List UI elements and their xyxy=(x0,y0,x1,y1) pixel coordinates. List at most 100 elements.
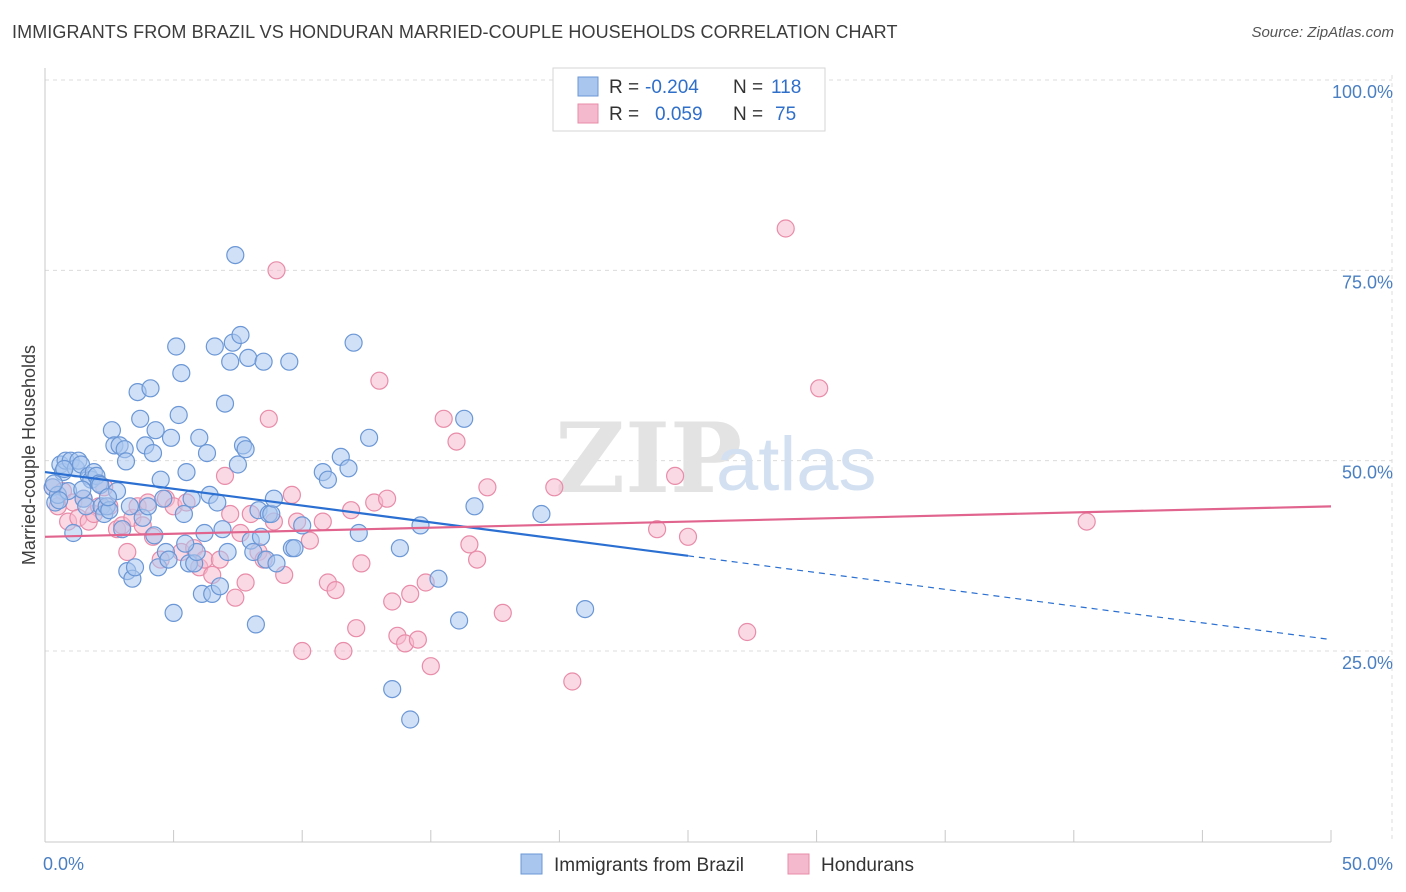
point-hondurans xyxy=(434,409,453,428)
x-tick-label-max: 50.0% xyxy=(1342,854,1393,874)
chart-title: IMMIGRANTS FROM BRAZIL VS HONDURAN MARRI… xyxy=(12,22,898,42)
legend-n-value-pink: 75 xyxy=(775,104,796,125)
point-hondurans xyxy=(226,588,245,607)
point-hondurans xyxy=(378,489,397,508)
point-brazil xyxy=(141,379,160,398)
trend-lines xyxy=(44,470,1332,641)
point-brazil xyxy=(532,504,551,524)
point-brazil xyxy=(176,534,195,553)
point-brazil xyxy=(167,337,186,356)
legend-r-label-blue: R = xyxy=(609,77,639,98)
legend-swatch-blue xyxy=(577,76,599,97)
point-brazil xyxy=(146,421,165,440)
legend-n-value-blue: 118 xyxy=(771,77,801,98)
point-hondurans xyxy=(665,466,685,485)
point-brazil xyxy=(213,520,232,539)
point-hondurans xyxy=(267,261,286,280)
series-legend-swatch-hondurans xyxy=(787,853,810,875)
point-hondurans xyxy=(678,527,698,546)
legend-n-label-pink: N = xyxy=(733,104,763,125)
point-hondurans xyxy=(447,432,466,451)
point-hondurans xyxy=(647,520,667,539)
point-hondurans xyxy=(1077,512,1096,531)
watermark-zip: ZIP xyxy=(555,402,742,515)
point-hondurans xyxy=(118,542,137,562)
point-hondurans xyxy=(738,622,757,642)
point-brazil xyxy=(169,405,188,425)
series-legend-label-hondurans: Hondurans xyxy=(821,855,914,876)
axes xyxy=(44,68,1332,843)
y-tick-label: 25.0% xyxy=(1342,653,1393,673)
point-brazil xyxy=(210,577,229,596)
point-brazil xyxy=(236,440,255,459)
point-brazil xyxy=(159,550,178,569)
point-brazil xyxy=(239,348,258,367)
point-brazil xyxy=(254,352,273,371)
y-tick-label: 100.0% xyxy=(1332,82,1393,102)
point-brazil xyxy=(575,599,595,619)
point-brazil xyxy=(280,352,299,371)
y-axis-label: Married-couple Households xyxy=(19,345,39,565)
point-brazil xyxy=(267,554,286,573)
point-hondurans xyxy=(370,371,389,390)
point-hondurans xyxy=(259,409,278,428)
point-brazil xyxy=(190,428,209,447)
legend-n-label-blue: N = xyxy=(733,77,763,98)
point-brazil xyxy=(339,459,358,478)
point-brazil xyxy=(49,491,69,510)
point-hondurans xyxy=(776,219,795,238)
point-hondurans xyxy=(326,580,345,600)
legend-r-label-pink: R = xyxy=(609,104,639,125)
point-brazil xyxy=(226,246,245,265)
point-hondurans xyxy=(236,573,255,592)
point-brazil xyxy=(221,352,240,371)
point-brazil xyxy=(174,504,193,524)
point-brazil xyxy=(465,497,484,516)
x-tick-label-min: 0.0% xyxy=(43,854,84,874)
point-hondurans xyxy=(352,554,371,573)
point-hondurans xyxy=(401,584,420,604)
point-brazil xyxy=(177,463,196,482)
y-tick-labels: 25.0% 50.0% 75.0% 100.0% xyxy=(1332,82,1393,673)
point-brazil xyxy=(264,489,283,508)
point-brazil xyxy=(125,558,145,577)
point-brazil xyxy=(383,679,402,699)
point-hondurans xyxy=(421,657,440,676)
point-brazil xyxy=(143,444,163,463)
point-brazil xyxy=(344,333,363,352)
point-brazil xyxy=(138,497,157,516)
point-hondurans xyxy=(383,592,402,611)
point-brazil xyxy=(102,421,122,440)
point-brazil xyxy=(401,710,420,729)
y-tick-label: 75.0% xyxy=(1342,272,1393,292)
point-hondurans xyxy=(313,512,332,531)
x-tick-labels: 0.0% 50.0% xyxy=(43,854,1393,874)
point-brazil xyxy=(98,488,118,507)
point-hondurans xyxy=(810,379,829,398)
point-hondurans xyxy=(478,478,497,497)
point-brazil xyxy=(73,480,92,499)
point-brazil xyxy=(262,504,281,524)
point-brazil xyxy=(349,523,368,543)
point-brazil xyxy=(120,497,139,516)
trend-line-brazil-extension xyxy=(687,555,1332,641)
series-legend-label-brazil: Immigrants from Brazil xyxy=(554,855,744,876)
point-brazil xyxy=(285,539,304,558)
trend-line-hondurans xyxy=(44,505,1332,538)
point-brazil xyxy=(429,569,448,588)
point-brazil xyxy=(390,539,409,558)
point-brazil xyxy=(215,394,235,413)
point-hondurans xyxy=(221,504,240,524)
point-hondurans xyxy=(334,641,353,661)
point-brazil xyxy=(246,615,265,634)
legend-r-value-pink: 0.059 xyxy=(655,104,703,125)
point-brazil xyxy=(172,364,191,383)
data-points xyxy=(43,219,1096,729)
point-brazil xyxy=(360,428,379,447)
legend-swatch-pink xyxy=(577,103,599,124)
point-brazil xyxy=(205,337,224,356)
point-brazil xyxy=(208,493,227,512)
point-hondurans xyxy=(293,641,312,661)
series-legend-swatch-brazil xyxy=(520,853,543,875)
